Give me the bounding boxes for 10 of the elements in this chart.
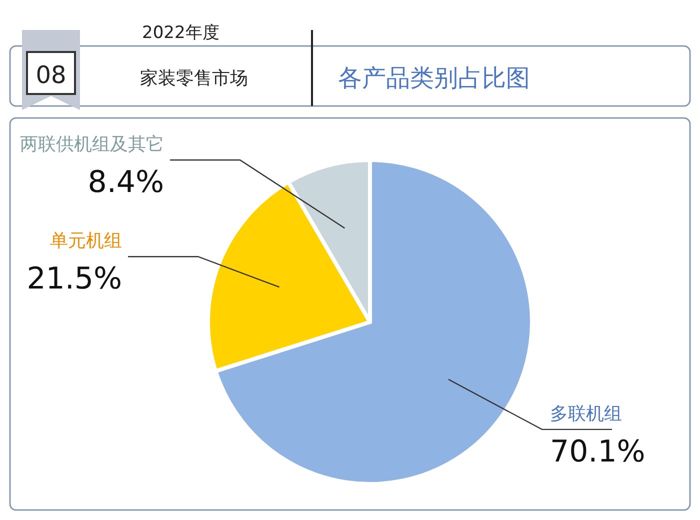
data-label: 8.4%: [88, 165, 164, 200]
text: 2022年度: [142, 23, 220, 43]
chart-subtitle: 家装零售市场: [140, 68, 248, 89]
slice-label: 两联供机组及其它: [20, 134, 164, 155]
chart-title: 各产品类别占比图: [338, 64, 530, 92]
data-label: 21.5%: [26, 262, 122, 297]
slice-label: 单元机组: [50, 230, 122, 252]
data-label: 70.1%: [550, 434, 646, 470]
slice-label: 多联机组: [550, 403, 622, 424]
text: 08: [36, 61, 66, 89]
